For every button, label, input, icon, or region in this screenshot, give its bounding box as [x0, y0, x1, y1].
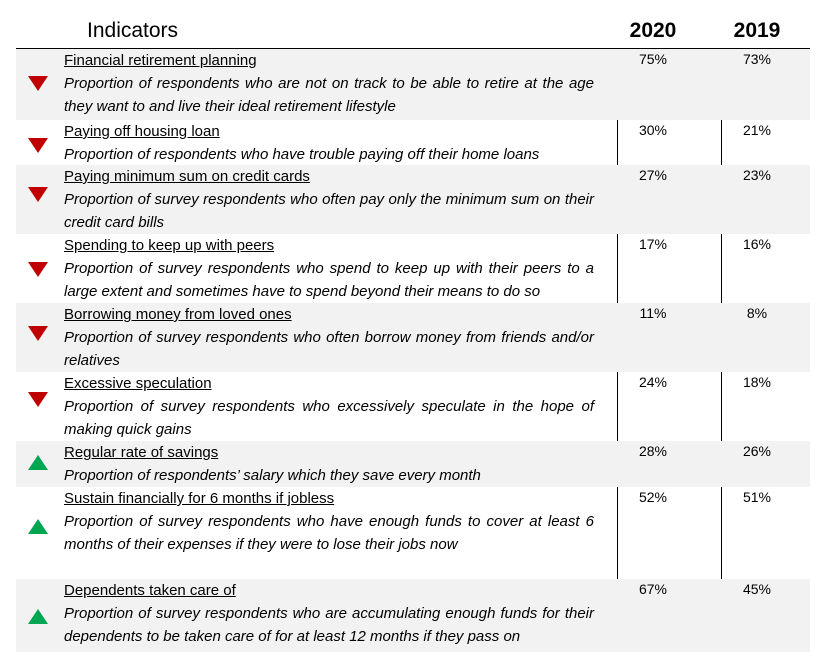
indicator-description: Proportion of survey respondents who exc… [64, 398, 594, 438]
table-row: Sustain financially for 6 months if jobl… [16, 487, 810, 579]
value-2020: 67% [638, 581, 668, 597]
up-arrow-icon [28, 455, 48, 470]
indicator-title: Financial retirement planning [64, 52, 257, 69]
value-2019: 51% [742, 489, 772, 505]
up-arrow-icon [28, 609, 48, 624]
indicator-description: Proportion of survey respondents who hav… [64, 513, 594, 553]
value-2020: 24% [638, 374, 668, 390]
value-2020: 27% [638, 167, 668, 183]
indicator-title: Paying off housing loan [64, 123, 220, 140]
year-2020-header: 2020 [629, 19, 677, 42]
value-2020: 75% [638, 51, 668, 67]
down-arrow-icon [28, 326, 48, 341]
indicators-table: Indicators 2020 2019 Financial retiremen… [16, 0, 810, 652]
indicator-description: Proportion of respondents who have troub… [64, 146, 540, 163]
indicator-description: Proportion of survey respondents who oft… [64, 329, 594, 369]
value-2019: 23% [742, 167, 772, 183]
value-2019: 73% [742, 51, 772, 67]
indicator-description: Proportion of respondents’ salary which … [64, 467, 481, 484]
value-2020: 17% [638, 236, 668, 252]
value-2019: 26% [742, 443, 772, 459]
down-arrow-icon [28, 138, 48, 153]
up-arrow-icon [28, 519, 48, 534]
indicator-description: Proportion of survey respondents who spe… [64, 260, 594, 300]
value-2019: 8% [746, 305, 768, 321]
indicator-title: Regular rate of savings [64, 444, 219, 461]
table-row: Dependents taken care of Proportion of s… [16, 579, 810, 652]
table-row: Financial retirement planning Proportion… [16, 49, 810, 120]
down-arrow-icon [28, 187, 48, 202]
year-2019-header: 2019 [733, 19, 781, 42]
value-2019: 45% [742, 581, 772, 597]
indicator-description: Proportion of respondents who are not on… [64, 75, 594, 115]
table-row: Spending to keep up with peers Proportio… [16, 234, 810, 303]
value-2020: 30% [638, 122, 668, 138]
indicators-header: Indicators [87, 19, 179, 42]
down-arrow-icon [28, 76, 48, 91]
indicator-title: Sustain financially for 6 months if jobl… [64, 490, 335, 507]
value-2019: 18% [742, 374, 772, 390]
indicator-title: Excessive speculation [64, 375, 212, 392]
indicator-title: Dependents taken care of [64, 582, 236, 599]
table-header: Indicators 2020 2019 [16, 0, 810, 49]
indicator-description: Proportion of survey respondents who oft… [64, 191, 594, 231]
indicator-description: Proportion of survey respondents who are… [64, 605, 594, 645]
table-row: Regular rate of savings Proportion of re… [16, 441, 810, 487]
down-arrow-icon [28, 262, 48, 277]
value-2020: 11% [639, 305, 667, 321]
table-row: Borrowing money from loved ones Proporti… [16, 303, 810, 372]
indicator-title: Paying minimum sum on credit cards [64, 168, 310, 185]
value-2019: 16% [742, 236, 772, 252]
value-2020: 28% [638, 443, 668, 459]
down-arrow-icon [28, 392, 48, 407]
table-row: Excessive speculation Proportion of surv… [16, 372, 810, 441]
table-row: Paying minimum sum on credit cards Propo… [16, 165, 810, 234]
table-row: Paying off housing loan Proportion of re… [16, 120, 810, 165]
value-2020: 52% [638, 489, 668, 505]
indicator-title: Spending to keep up with peers [64, 237, 275, 254]
indicator-title: Borrowing money from loved ones [64, 306, 292, 323]
value-2019: 21% [742, 122, 772, 138]
